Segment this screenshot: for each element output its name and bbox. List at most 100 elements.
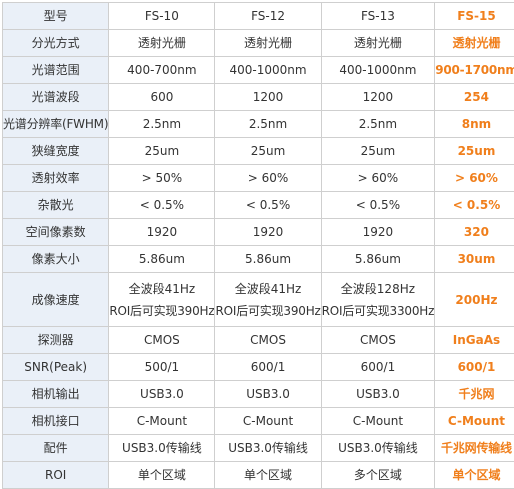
header-model-fs13: FS-13: [321, 3, 435, 30]
table-cell: > 60%: [321, 165, 435, 192]
table-cell: 单个区域: [109, 462, 215, 489]
table-cell: 透射光栅: [215, 30, 321, 57]
table-cell: USB3.0传输线: [109, 435, 215, 462]
table-row: 像素大小 5.86um 5.86um 5.86um 30um: [3, 246, 514, 273]
table-cell: 5.86um: [321, 246, 435, 273]
table-row: 杂散光 < 0.5% < 0.5% < 0.5% < 0.5%: [3, 192, 514, 219]
table-cell-multiline: 全波段41Hz ROI后可实现390Hz: [215, 273, 321, 327]
table-cell: 25um: [321, 138, 435, 165]
row-label: 杂散光: [3, 192, 109, 219]
table-cell-highlight: 600/1: [435, 354, 514, 381]
table-cell: 400-1000nm: [321, 57, 435, 84]
table-row: 狭缝宽度 25um 25um 25um 25um: [3, 138, 514, 165]
table-cell: USB3.0传输线: [215, 435, 321, 462]
header-model-label: 型号: [3, 3, 109, 30]
table-cell: 500/1: [109, 354, 215, 381]
table-row: 配件 USB3.0传输线 USB3.0传输线 USB3.0传输线 千兆网传输线: [3, 435, 514, 462]
table-cell: 1920: [215, 219, 321, 246]
table-cell: < 0.5%: [321, 192, 435, 219]
table-cell-highlight: 30um: [435, 246, 514, 273]
table-row: 相机输出 USB3.0 USB3.0 USB3.0 千兆网: [3, 381, 514, 408]
table-cell: CMOS: [109, 327, 215, 354]
table-cell: 透射光栅: [321, 30, 435, 57]
table-cell: 1920: [321, 219, 435, 246]
table-cell-highlight: 千兆网传输线: [435, 435, 514, 462]
row-label: 相机接口: [3, 408, 109, 435]
table-cell: < 0.5%: [109, 192, 215, 219]
cell-line: ROI后可实现3300Hz: [322, 300, 435, 322]
table-cell: 1200: [321, 84, 435, 111]
table-cell: 多个区域: [321, 462, 435, 489]
row-label: 光谱分辨率(FWHM): [3, 111, 109, 138]
table-cell: 400-700nm: [109, 57, 215, 84]
row-label: SNR(Peak): [3, 354, 109, 381]
table-row: 成像速度 全波段41Hz ROI后可实现390Hz 全波段41Hz ROI后可实…: [3, 273, 514, 327]
table-row: 光谱分辨率(FWHM) 2.5nm 2.5nm 2.5nm 8nm: [3, 111, 514, 138]
header-model-fs12: FS-12: [215, 3, 321, 30]
table-cell-highlight: InGaAs: [435, 327, 514, 354]
row-label: 狭缝宽度: [3, 138, 109, 165]
row-label: 空间像素数: [3, 219, 109, 246]
table-cell: 2.5nm: [215, 111, 321, 138]
table-cell-highlight: 200Hz: [435, 273, 514, 327]
table-cell-highlight: 单个区域: [435, 462, 514, 489]
table-cell: 1200: [215, 84, 321, 111]
table-cell: 600: [109, 84, 215, 111]
table-cell: USB3.0: [215, 381, 321, 408]
cell-line: 全波段128Hz: [322, 278, 435, 300]
table-row: ROI 单个区域 单个区域 多个区域 单个区域: [3, 462, 514, 489]
row-label: 相机输出: [3, 381, 109, 408]
table-cell: 400-1000nm: [215, 57, 321, 84]
table-cell: 1920: [109, 219, 215, 246]
table-cell-highlight: 透射光栅: [435, 30, 514, 57]
table-cell: 25um: [215, 138, 321, 165]
table-cell-multiline: 全波段41Hz ROI后可实现390Hz: [109, 273, 215, 327]
table-cell-highlight: > 60%: [435, 165, 514, 192]
row-label: 成像速度: [3, 273, 109, 327]
table-cell-highlight: < 0.5%: [435, 192, 514, 219]
row-label: 光谱波段: [3, 84, 109, 111]
table-cell: 2.5nm: [321, 111, 435, 138]
header-model-fs10: FS-10: [109, 3, 215, 30]
table-cell: 25um: [109, 138, 215, 165]
table-cell: USB3.0: [109, 381, 215, 408]
row-label: 像素大小: [3, 246, 109, 273]
table-cell: 600/1: [321, 354, 435, 381]
table-cell: 5.86um: [109, 246, 215, 273]
header-model-fs15: FS-15: [435, 3, 514, 30]
cell-line: 全波段41Hz: [109, 278, 214, 300]
table-cell-highlight: C-Mount: [435, 408, 514, 435]
table-cell: USB3.0传输线: [321, 435, 435, 462]
table-row: 分光方式 透射光栅 透射光栅 透射光栅 透射光栅: [3, 30, 514, 57]
table-cell-highlight: 25um: [435, 138, 514, 165]
table-row: 空间像素数 1920 1920 1920 320: [3, 219, 514, 246]
table-cell: 2.5nm: [109, 111, 215, 138]
table-cell: > 50%: [109, 165, 215, 192]
table-row: 相机接口 C-Mount C-Mount C-Mount C-Mount: [3, 408, 514, 435]
table-cell: 透射光栅: [109, 30, 215, 57]
table-cell: 5.86um: [215, 246, 321, 273]
row-label: 透射效率: [3, 165, 109, 192]
table-row: 光谱范围 400-700nm 400-1000nm 400-1000nm 900…: [3, 57, 514, 84]
table-cell: CMOS: [321, 327, 435, 354]
header-row: 型号 FS-10 FS-12 FS-13 FS-15: [3, 3, 514, 30]
table-cell-multiline: 全波段128Hz ROI后可实现3300Hz: [321, 273, 435, 327]
table-row: SNR(Peak) 500/1 600/1 600/1 600/1: [3, 354, 514, 381]
table-row: 光谱波段 600 1200 1200 254: [3, 84, 514, 111]
row-label: 探测器: [3, 327, 109, 354]
row-label: 分光方式: [3, 30, 109, 57]
cell-line: ROI后可实现390Hz: [109, 300, 214, 322]
row-label: 光谱范围: [3, 57, 109, 84]
table-cell: 600/1: [215, 354, 321, 381]
table-cell-highlight: 254: [435, 84, 514, 111]
table-cell: C-Mount: [321, 408, 435, 435]
table-cell-highlight: 320: [435, 219, 514, 246]
table-cell: USB3.0: [321, 381, 435, 408]
cell-line: 全波段41Hz: [215, 278, 320, 300]
row-label: ROI: [3, 462, 109, 489]
row-label: 配件: [3, 435, 109, 462]
table-cell: CMOS: [215, 327, 321, 354]
table-cell-highlight: 8nm: [435, 111, 514, 138]
